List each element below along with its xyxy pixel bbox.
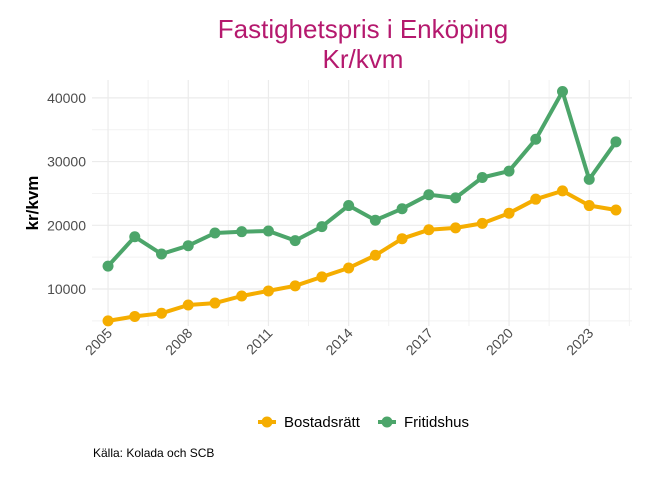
chart-title: Fastighetspris i Enköping	[218, 14, 508, 44]
data-point	[423, 224, 435, 236]
data-point	[423, 189, 435, 201]
x-tick-label: 2014	[322, 325, 355, 358]
data-point	[102, 260, 114, 272]
x-tick-label: 2005	[82, 325, 115, 358]
data-point	[262, 225, 274, 237]
data-point	[450, 192, 462, 204]
legend-label: Fritidshus	[404, 414, 469, 431]
data-point	[476, 172, 488, 184]
data-point	[156, 307, 168, 319]
data-point	[236, 290, 248, 302]
data-point	[182, 240, 194, 252]
data-point	[503, 207, 515, 219]
x-tick-label: 2011	[243, 325, 276, 358]
data-point	[450, 222, 462, 234]
data-point	[209, 297, 221, 309]
data-point	[102, 315, 114, 327]
y-tick-label: 40000	[47, 90, 86, 106]
data-point	[530, 193, 542, 205]
legend-item: Fritidshus	[378, 414, 469, 431]
data-point	[262, 285, 274, 297]
data-point	[343, 262, 355, 274]
data-point	[289, 235, 301, 247]
data-point	[209, 227, 221, 239]
data-point	[396, 203, 408, 215]
legend-label: Bostadsrätt	[284, 414, 361, 431]
x-tick-label: 2008	[162, 325, 195, 358]
chart-subtitle: Kr/kvm	[323, 44, 404, 74]
data-point	[182, 299, 194, 311]
data-point	[369, 249, 381, 261]
data-point	[610, 136, 622, 148]
data-point	[610, 204, 622, 216]
data-point	[476, 217, 488, 229]
y-axis-label: kr/kvm	[23, 176, 42, 231]
data-point	[369, 214, 381, 226]
caption: Källa: Kolada och SCB	[93, 446, 214, 460]
series-group	[102, 85, 622, 327]
data-point	[129, 231, 141, 243]
data-point	[289, 280, 301, 292]
data-point	[556, 85, 568, 97]
x-tick-label: 2020	[483, 325, 516, 358]
data-point	[556, 185, 568, 197]
series-1	[102, 185, 622, 327]
data-point	[396, 233, 408, 245]
legend-key-point	[261, 416, 273, 428]
data-point	[583, 200, 595, 212]
legend: Bostadsrätt Fritidshus	[258, 414, 469, 431]
y-tick-label: 30000	[47, 154, 86, 170]
legend-key-point	[381, 416, 393, 428]
x-axis-ticks: 2005 2008 2011 2014 2017 2020 2023	[82, 325, 597, 358]
data-point	[583, 173, 595, 185]
y-tick-label: 20000	[47, 217, 86, 233]
data-point	[236, 226, 248, 238]
x-tick-label: 2017	[403, 325, 436, 358]
y-axis-ticks: 10000 20000 30000 40000	[47, 90, 86, 297]
data-point	[530, 133, 542, 145]
y-tick-label: 10000	[47, 281, 86, 297]
legend-item: Bostadsrätt	[258, 414, 361, 431]
data-point	[503, 165, 515, 177]
data-point	[343, 200, 355, 212]
data-point	[316, 221, 328, 233]
series-2	[102, 85, 622, 272]
data-point	[316, 271, 328, 283]
data-point	[129, 310, 141, 322]
grid	[92, 80, 632, 326]
x-tick-label: 2023	[563, 325, 596, 358]
series-line	[106, 89, 618, 269]
data-point	[156, 248, 168, 260]
